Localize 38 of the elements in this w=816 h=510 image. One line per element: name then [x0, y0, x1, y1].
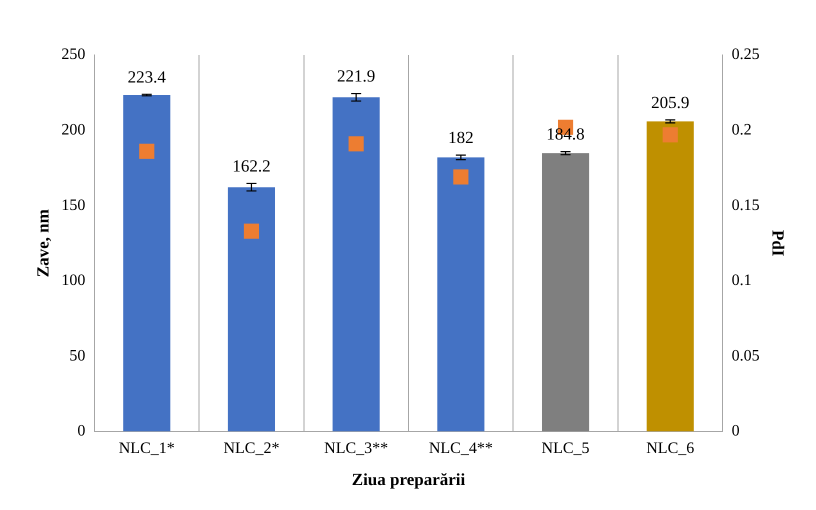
bar — [228, 187, 276, 432]
data-label: 184.8 — [546, 124, 585, 144]
data-label: 223.4 — [128, 67, 166, 86]
bar — [437, 157, 484, 432]
x-tick-label: NLC_2* — [223, 440, 280, 458]
y-tick-label: 50 — [69, 347, 86, 364]
bar — [123, 95, 170, 432]
y-tick-label: 250 — [61, 46, 86, 64]
data-label: 205.9 — [651, 92, 690, 112]
y2-axis-title: PdI — [768, 230, 788, 257]
y-tick-label: 150 — [61, 196, 86, 214]
y2-tick-label: 0.2 — [732, 121, 752, 138]
y2-tick-label: 0.1 — [732, 272, 752, 290]
x-tick-label: NLC_1* — [118, 440, 175, 458]
y2-tick-label: 0 — [732, 422, 740, 440]
point — [453, 169, 468, 185]
data-label: 182 — [448, 128, 474, 148]
y2-tick-label: 0.05 — [732, 347, 760, 364]
x-tick-label: NLC_4** — [428, 440, 493, 458]
x-tick-label: NLC_6 — [646, 440, 694, 458]
y2-tick-label: 0.15 — [732, 196, 760, 214]
y-tick-label: 100 — [61, 272, 86, 290]
point — [348, 136, 364, 152]
bar — [542, 153, 590, 432]
bar — [646, 121, 694, 432]
y-tick-label: 0 — [77, 422, 86, 440]
y-axis-title: Zave, nm — [34, 209, 53, 278]
point — [662, 127, 678, 142]
data-label: 221.9 — [337, 66, 376, 86]
point — [139, 144, 154, 159]
x-tick-label: NLC_3** — [324, 440, 388, 458]
x-tick-label: NLC_5 — [542, 440, 590, 458]
x-axis-title: Ziua preparării — [352, 470, 466, 490]
point — [244, 224, 260, 239]
bar — [332, 97, 380, 432]
y2-tick-label: 0.25 — [732, 46, 760, 64]
data-label: 162.2 — [232, 156, 271, 176]
y-tick-label: 200 — [61, 121, 86, 138]
